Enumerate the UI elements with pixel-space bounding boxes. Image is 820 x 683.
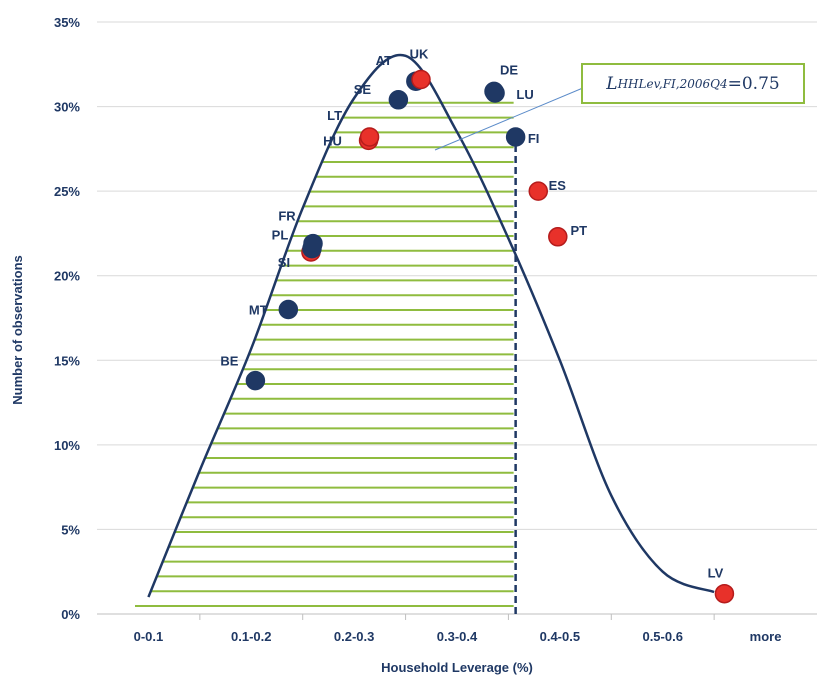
country-markers: BE MT SI PL FR HU LT SE AT UK DE LU FI ES PT LV xyxy=(220,47,735,604)
y-tick-label: 35% xyxy=(54,15,80,30)
annotation-subscript: HHLev,FI,2006Q4 xyxy=(617,76,728,91)
annotation-leader xyxy=(434,84,591,151)
marker-label-de: DE xyxy=(500,62,518,77)
annotation-box: L HHLev,FI,2006Q4 =0.75 xyxy=(581,63,805,104)
annotation-symbol: L xyxy=(606,73,618,94)
y-axis-ticks: 0% 5% 10% 15% 20% 25% 30% 35% xyxy=(54,15,80,622)
marker-se xyxy=(388,90,409,110)
marker-lu xyxy=(485,83,505,103)
marker-label-pl: PL xyxy=(272,228,289,243)
marker-lt xyxy=(359,127,380,147)
x-tick-label: more xyxy=(750,629,782,644)
y-tick-label: 20% xyxy=(54,269,80,284)
marker-lv xyxy=(714,583,735,604)
marker-label-fi: FI xyxy=(528,131,540,146)
y-tick-label: 5% xyxy=(61,522,80,537)
marker-label-lt: LT xyxy=(327,108,342,123)
annotation-value: =0.75 xyxy=(727,73,780,94)
marker-pt xyxy=(548,227,568,247)
hatch-area xyxy=(135,101,514,607)
marker-fr xyxy=(303,233,323,254)
marker-label-at: AT xyxy=(376,53,392,68)
x-axis-title: Household Leverage (%) xyxy=(381,660,533,675)
x-tick-label: 0.3-0.4 xyxy=(437,629,478,644)
marker-label-se: SE xyxy=(354,82,372,97)
gridlines xyxy=(97,21,817,620)
x-tick-label: 0.5-0.6 xyxy=(642,629,682,644)
marker-fi xyxy=(505,127,526,147)
marker-be xyxy=(245,370,266,391)
x-tick-label: 0.2-0.3 xyxy=(334,629,374,644)
marker-label-be: BE xyxy=(220,354,238,369)
marker-label-pt: PT xyxy=(570,223,587,238)
marker-mt xyxy=(278,299,299,320)
distribution-curve xyxy=(147,53,715,598)
marker-label-si: SI xyxy=(278,255,290,270)
y-tick-label: 10% xyxy=(54,438,80,453)
marker-label-mt: MT xyxy=(249,303,268,318)
x-tick-label: 0-0.1 xyxy=(134,629,164,644)
y-tick-label: 15% xyxy=(54,353,80,368)
marker-label-hu: HU xyxy=(323,133,342,148)
x-tick-label: 0.4-0.5 xyxy=(540,629,580,644)
marker-label-fr: FR xyxy=(278,209,296,224)
x-axis-ticks: 0-0.1 0.1-0.2 0.2-0.3 0.3-0.4 0.4-0.5 0.5-0.6… xyxy=(134,629,782,644)
marker-label-uk: UK xyxy=(410,47,429,62)
marker-es xyxy=(528,181,549,201)
y-tick-label: 30% xyxy=(54,100,80,115)
marker-uk xyxy=(411,69,431,90)
y-tick-label: 25% xyxy=(54,184,80,199)
marker-label-lu: LU xyxy=(516,87,533,102)
y-axis-title: Number of observations xyxy=(10,255,25,405)
marker-label-es: ES xyxy=(549,178,567,193)
marker-label-lv: LV xyxy=(708,566,724,581)
x-tick-label: 0.1-0.2 xyxy=(231,629,271,644)
y-tick-label: 0% xyxy=(61,607,80,622)
